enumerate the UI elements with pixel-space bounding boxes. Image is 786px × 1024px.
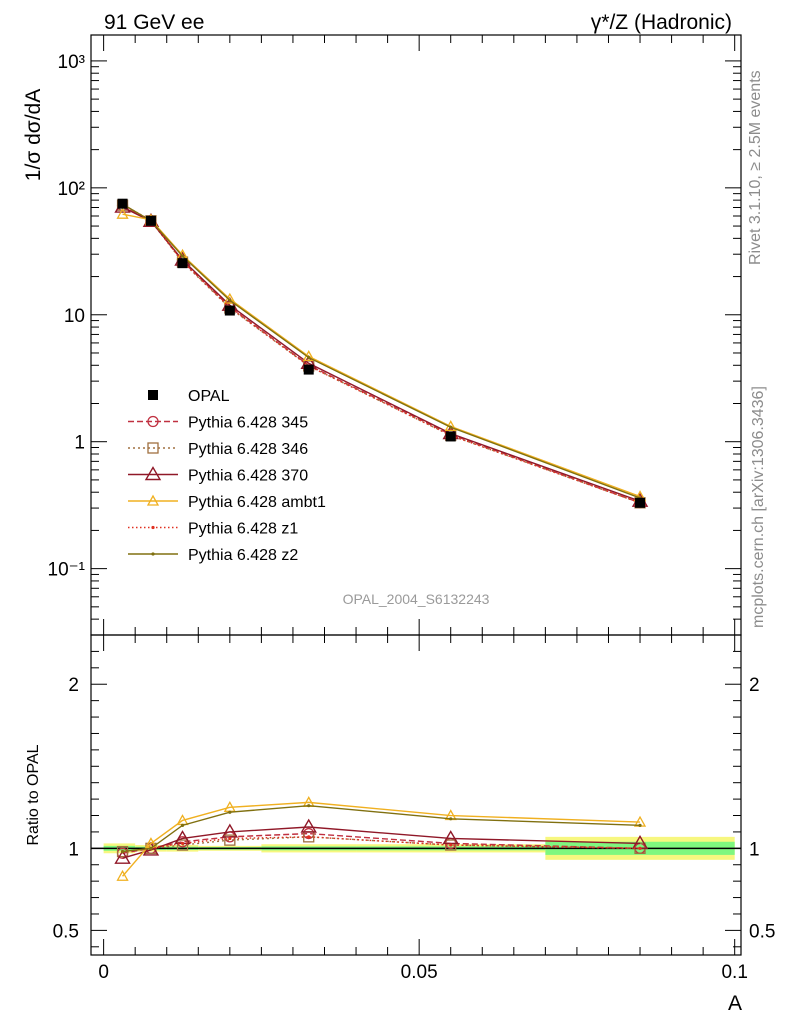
main-y-tick-label: 1 xyxy=(74,433,85,454)
legend-label-ambt1: Pythia 6.428 ambt1 xyxy=(188,494,326,511)
analysis-id-label: OPAL_2004_S6132243 xyxy=(343,591,490,607)
ratio-line-p370 xyxy=(122,826,641,859)
main-panel: 10³ 10² 10 1 10⁻¹ xyxy=(48,34,742,636)
main-y-tick-label: 10³ xyxy=(58,52,85,73)
ratio-frame xyxy=(90,634,742,956)
data-marker xyxy=(303,364,314,375)
ratio-y-tick-label-right: 0.5 xyxy=(749,921,775,942)
data-marker xyxy=(445,431,456,442)
ratio-y-tick-label-right: 1 xyxy=(749,839,760,860)
rivet-label: Rivet 3.1.10, ≥ 2.5M events xyxy=(747,70,764,265)
series-marker xyxy=(224,834,236,846)
ratio-panel: 0 0.05 0.1 2 2 1 1 0.5 0.5 xyxy=(53,634,775,983)
series-marker xyxy=(146,494,160,506)
legend-marker-opal xyxy=(148,390,158,400)
series-line-p346 xyxy=(122,204,641,504)
main-y-tick-label: 10 xyxy=(64,306,85,327)
legend-label-p345: Pythia 6.428 345 xyxy=(188,415,308,432)
series-marker xyxy=(149,846,153,850)
series-marker xyxy=(307,355,311,360)
legend-label-z2: Pythia 6.428 z2 xyxy=(188,547,298,564)
series-marker xyxy=(151,552,155,556)
x-tick-label: 0.05 xyxy=(401,962,438,983)
series-marker xyxy=(307,804,311,808)
series-marker xyxy=(180,841,185,846)
series-marker xyxy=(116,869,129,881)
series-marker xyxy=(180,254,185,258)
main-y-tick-label: 10⁻¹ xyxy=(48,560,86,581)
data-marker xyxy=(145,215,156,226)
series-marker xyxy=(147,442,159,454)
series-marker xyxy=(638,823,642,827)
series-marker xyxy=(151,525,155,530)
main-y-tick-label: 10² xyxy=(58,179,85,200)
ratio-y-tick-label-left: 2 xyxy=(68,675,79,696)
series-marker xyxy=(116,207,129,219)
x-tick-label: 0.1 xyxy=(721,962,747,983)
process-title: γ*/Z (Hadronic) xyxy=(591,11,732,34)
legend-label-p370: Pythia 6.428 370 xyxy=(188,468,308,485)
data-marker xyxy=(117,198,128,209)
series-marker xyxy=(307,835,311,839)
series-marker xyxy=(228,836,232,841)
legend-label-z1: Pythia 6.428 z1 xyxy=(188,521,298,538)
data-marker xyxy=(177,258,188,269)
x-tick-label: 0 xyxy=(98,962,109,983)
main-frame xyxy=(90,34,742,636)
series-marker xyxy=(147,415,159,428)
x-axis-label: A xyxy=(728,992,742,1015)
data-marker xyxy=(635,497,646,508)
series-marker xyxy=(144,466,162,481)
series-line-z1 xyxy=(122,203,641,504)
ratio-y-tick-label-left: 1 xyxy=(68,839,79,860)
ratio-line-ambt1 xyxy=(122,801,641,877)
legend-label-p346: Pythia 6.428 346 xyxy=(188,441,308,458)
series-marker xyxy=(300,818,317,833)
series-marker xyxy=(228,298,232,302)
series-marker xyxy=(449,843,453,847)
mcplots-label: mcplots.cern.ch [arXiv:1306.3436] xyxy=(750,386,767,628)
series-marker xyxy=(228,810,232,814)
series-marker xyxy=(176,839,189,851)
series-marker xyxy=(120,850,125,854)
ratio-y-tick-label-left: 0.5 xyxy=(53,921,79,942)
series-marker xyxy=(449,817,453,821)
series-line-p345 xyxy=(122,204,641,504)
series-marker xyxy=(180,823,185,827)
data-marker xyxy=(224,305,235,316)
series-marker xyxy=(638,846,642,850)
legend: OPAL Pythia 6.428 345 Pythia 6.428 346 Pyth… xyxy=(128,388,326,564)
series-marker xyxy=(449,425,453,429)
legend-label-opal: OPAL xyxy=(188,388,230,405)
ratio-y-axis-label: Ratio to OPAL xyxy=(25,744,42,845)
main-y-axis-label: 1/σ dσ/dA xyxy=(22,89,45,181)
ratio-y-tick-label-right: 2 xyxy=(749,675,760,696)
energy-title: 91 GeV ee xyxy=(104,11,204,34)
series-marker xyxy=(114,849,131,864)
